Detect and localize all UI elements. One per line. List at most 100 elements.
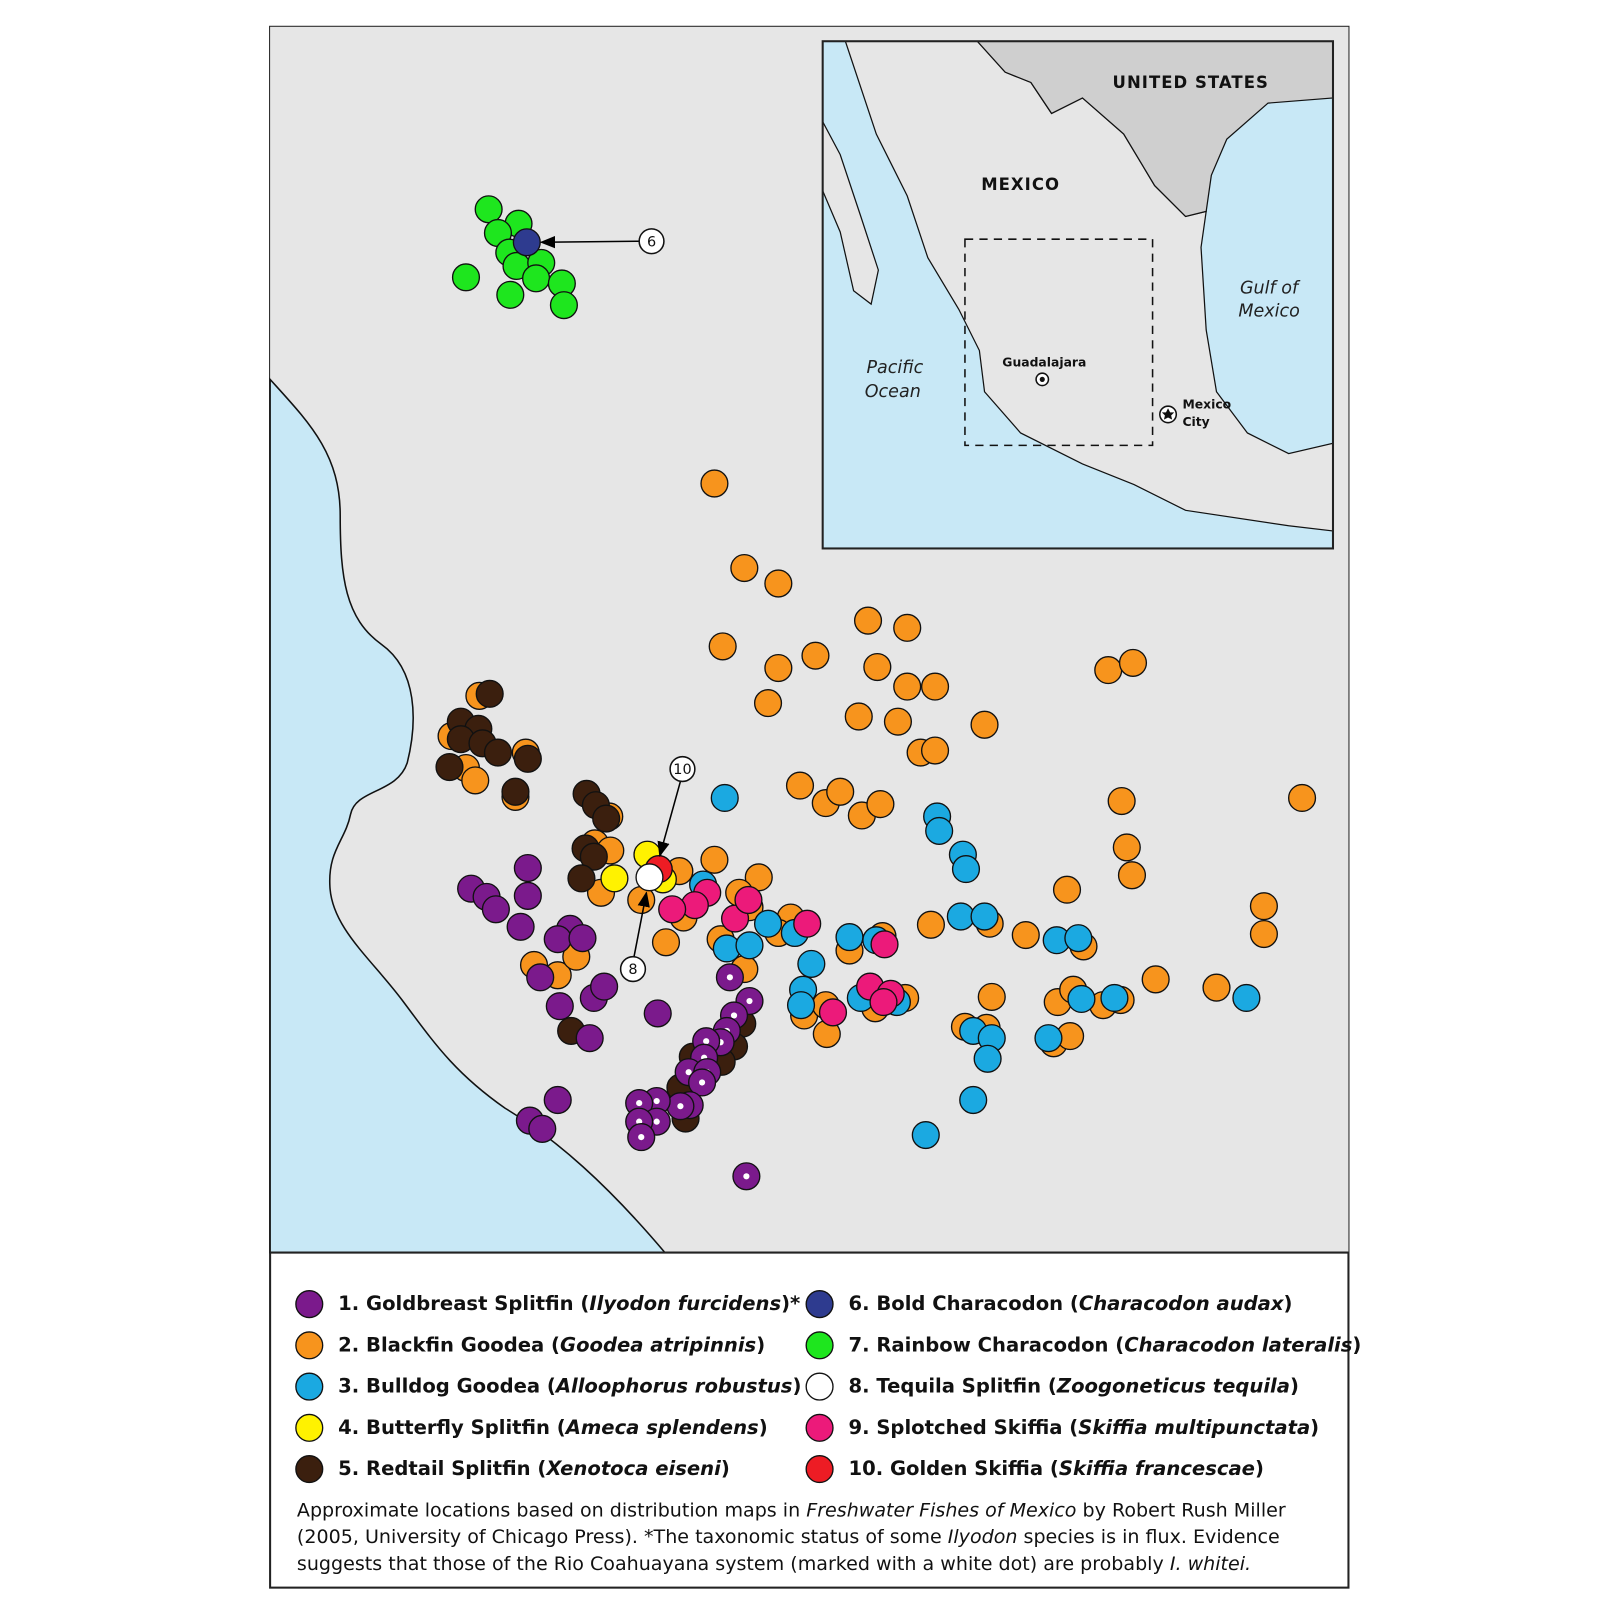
us-land [975,40,1334,218]
site-marker [1067,984,1096,1014]
legend-text: 10. Golden Skiffia ( [848,1457,1058,1480]
site-marker [753,909,783,938]
city-label: City [1182,415,1209,429]
site-marker [545,992,574,1021]
legend-label: 5. Redtail Splitfin (Xenotoca eiseni) [338,1457,730,1480]
site-markers [435,195,1317,1191]
site-marker [513,744,542,773]
callout-circle [669,755,696,783]
callout-arrow [633,891,650,957]
site-marker [1064,924,1093,953]
legend-label: 8. Tequila Splitfin (Zoogoneticus tequil… [848,1374,1298,1397]
site-marker [575,1024,604,1053]
white-dot [746,997,753,1005]
site-marker [951,854,981,884]
site-marker [866,790,895,819]
site-marker [512,228,541,257]
legend-text: ) [1284,1292,1293,1315]
legend-text: 2. Blackfin Goodea ( [338,1333,560,1356]
legend-swatch [805,1372,834,1401]
legend: 1. Goldbreast Splitfin (Ilyodon furciden… [295,1290,1361,1484]
site-marker [600,864,629,893]
callout-arrow [539,235,640,249]
legend-text: Goodea atripinnis [560,1333,756,1356]
site-marker [797,949,826,978]
site-marker [730,553,759,583]
legend-label: 7. Rainbow Characodon (Characodon latera… [848,1333,1361,1356]
legend-label: 3. Bulldog Goodea (Alloophorus robustus) [338,1374,801,1397]
white-dot [743,1173,750,1180]
site-marker [635,863,664,892]
baja [822,121,879,306]
country-label: MEXICO [981,175,1060,194]
legend-text: 9. Splotched Skiffia ( [848,1415,1078,1438]
site-marker [501,777,530,806]
site-marker [1034,1024,1063,1053]
site-marker [708,632,737,661]
legend-text: 7. Rainbow Characodon ( [848,1333,1124,1356]
site-marker [920,672,950,701]
site-marker [435,752,464,782]
legend-text: ) [1352,1333,1361,1356]
legend-text: Characodon audax [1079,1292,1285,1315]
city-label: Guadalajara [1002,355,1086,369]
white-dot [653,1118,660,1125]
site-marker [513,853,542,883]
inset-map: UNITED STATES MEXICO Gulf of Mexico Paci… [821,40,1335,550]
legend-text: Alloophorus robustus [554,1374,793,1397]
site-marker [522,264,551,293]
site-marker [1117,861,1147,890]
site-marker [735,931,764,960]
legend-text: ) [759,1415,768,1438]
city-marker [1039,376,1045,382]
country-label: UNITED STATES [1113,73,1269,92]
legend-label: 9. Splotched Skiffia (Skiffia multipunct… [848,1415,1319,1438]
site-marker [734,885,763,915]
callout-arrow [657,781,682,858]
callout-circle [619,955,647,983]
site-marker [826,777,855,806]
site-marker [568,924,597,953]
callout-label: 10 [673,762,691,778]
legend-text: Ilyodon furcidens [589,1292,781,1315]
caption-text: by Robert Rush Miller [1076,1499,1285,1521]
site-marker [1011,920,1040,950]
site-marker [549,291,578,320]
water-label: Ocean [865,382,921,402]
caption-text: Freshwater Fishes of Mexico [806,1499,1076,1521]
legend-text: ) [1255,1457,1264,1480]
site-marker [893,672,922,701]
caption-line: Approximate locations based on distribut… [297,1499,1286,1521]
caption-text: Ilyodon [948,1526,1018,1548]
site-marker [496,280,525,309]
site-marker [870,930,899,959]
legend-text: Xenotoca eiseni [545,1457,721,1480]
site-marker [526,963,555,992]
site-marker [1249,892,1278,921]
inset-frame [821,40,1335,550]
site-marker [801,641,830,670]
capital-star [1161,408,1175,420]
site-marker [869,987,898,1017]
site-marker [1100,983,1129,1013]
site-marker [786,991,816,1020]
legend-text: ) [1310,1415,1319,1438]
site-marker [543,1085,572,1115]
callout-label: 8 [628,962,637,978]
site-marker [700,469,729,498]
site-marker [474,195,503,224]
site-marker [835,923,864,952]
caption-text: suggests that those of the Rio Coahuayan… [297,1552,1170,1574]
site-marker [1107,786,1136,816]
caption-line: suggests that those of the Rio Coahuayan… [297,1552,1251,1574]
site-marker [764,653,793,683]
ocean [269,377,667,1254]
legend-text: Skiffia francescae [1059,1457,1255,1480]
legend-text: Zoogoneticus tequila [1056,1374,1290,1397]
site-marker [863,652,892,682]
site-marker [592,804,621,833]
site-marker [651,928,681,957]
caption-text: I. whitei. [1170,1552,1251,1574]
site-marker [793,909,822,938]
